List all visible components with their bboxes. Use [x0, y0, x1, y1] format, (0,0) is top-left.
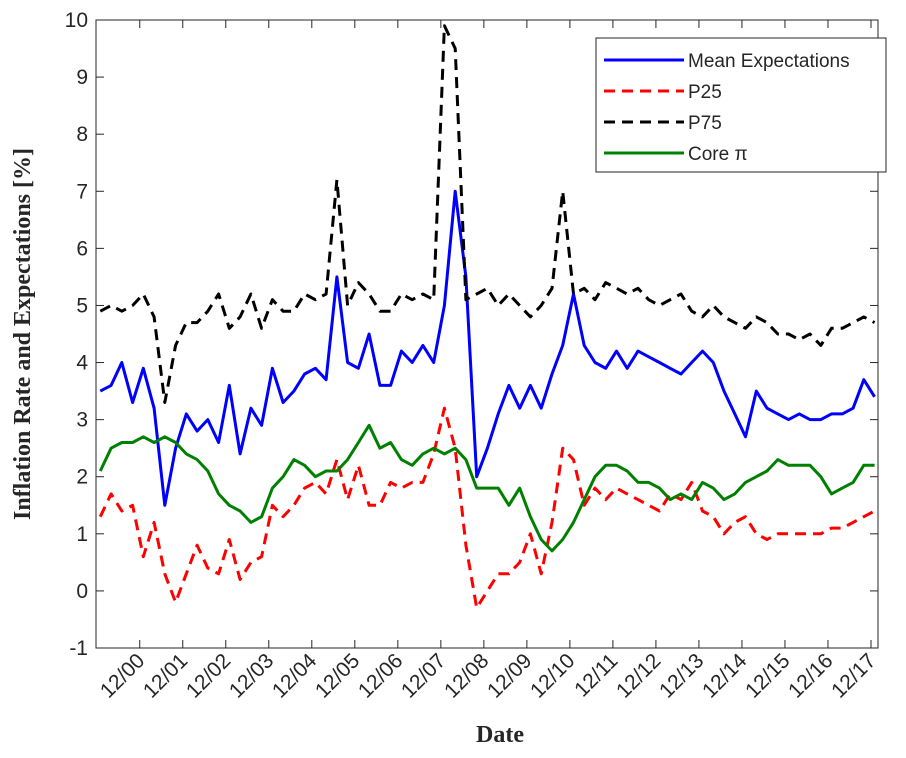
x-tick-label: 12/01	[139, 649, 192, 702]
y-tick-label: 7	[76, 180, 88, 203]
y-tick-label: 3	[76, 409, 88, 432]
x-tick-label: 12/10	[526, 649, 579, 702]
series-line	[99, 189, 876, 507]
x-tick-label: 12/09	[483, 649, 536, 702]
x-tick-label: 12/06	[354, 649, 407, 702]
y-tick-label: 6	[76, 237, 88, 260]
y-tick-label: -1	[69, 637, 88, 660]
x-tick-label: 12/13	[655, 649, 708, 702]
y-axis-title: Inflation Rate and Expectations [%]	[10, 148, 36, 520]
y-tick-label: 4	[76, 352, 88, 375]
y-tick-label: 0	[76, 580, 88, 603]
x-tick-label: 12/02	[182, 649, 235, 702]
legend-label: P25	[688, 82, 722, 103]
legend-label: Core π	[688, 144, 748, 165]
x-tick-label: 12/11	[570, 649, 622, 701]
y-tick-label: 9	[76, 66, 88, 89]
series-line	[99, 24, 876, 404]
legend-label: P75	[688, 113, 722, 134]
x-tick-label: 12/08	[440, 649, 493, 702]
x-tick-label: 12/15	[741, 649, 794, 702]
x-tick-label: 12/00	[96, 649, 149, 702]
series-line	[98, 406, 876, 610]
series-line	[98, 423, 875, 553]
x-tick-label: 12/03	[225, 649, 278, 702]
x-tick-label: 12/14	[698, 649, 752, 703]
x-tick-label: 12/05	[311, 649, 364, 702]
y-tick-label: 1	[76, 523, 88, 546]
x-axis-title: Date	[476, 722, 524, 748]
y-tick-label: 8	[76, 123, 88, 146]
y-tick-label: 10	[65, 9, 88, 32]
y-tick-label: 5	[76, 294, 88, 317]
x-tick-label: 12/12	[612, 649, 665, 702]
y-tick-label: 2	[76, 466, 88, 489]
x-tick-label: 12/16	[784, 649, 837, 702]
x-tick-label: 12/04	[268, 649, 322, 703]
legend-label: Mean Expectations	[688, 51, 850, 72]
x-tick-label: 12/17	[827, 649, 880, 702]
x-tick-label: 12/07	[397, 649, 450, 702]
